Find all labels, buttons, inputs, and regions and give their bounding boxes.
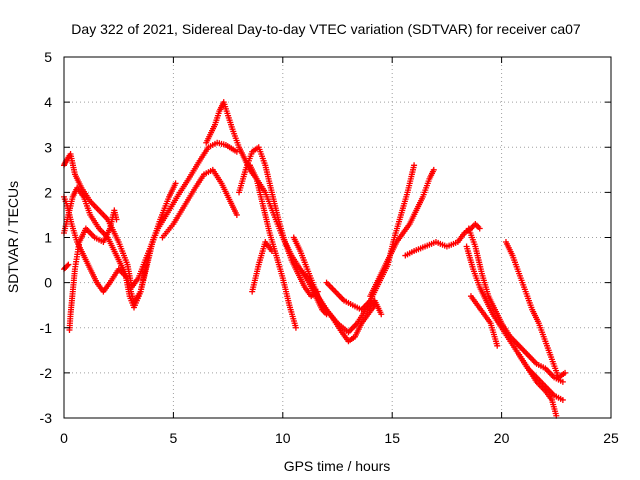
data-point xyxy=(476,225,483,232)
data-point xyxy=(65,261,72,268)
y-tick-label: 5 xyxy=(44,49,52,65)
series-arc-12 xyxy=(297,266,378,345)
series-arc-14 xyxy=(367,166,437,300)
series-arc-20 xyxy=(516,351,560,419)
axis-ticks xyxy=(63,56,612,419)
y-tick-label: 1 xyxy=(44,230,52,246)
y-tick-label: 3 xyxy=(44,139,52,155)
y-tick-label: 4 xyxy=(44,94,52,110)
series-arc-10 xyxy=(249,239,275,295)
chart-title: Day 322 of 2021, Sidereal Day-to-day VTE… xyxy=(71,21,581,37)
data-point xyxy=(292,324,299,331)
y-tick-labels: -3 -2 -1 0 1 2 3 4 5 xyxy=(40,49,53,426)
series-arc-18 xyxy=(467,293,501,349)
series-arc-8 xyxy=(236,144,321,300)
data-point xyxy=(411,162,418,169)
data-point xyxy=(64,262,71,269)
data-point xyxy=(430,166,437,173)
y-axis-label: SDTVAR / TECUs xyxy=(5,181,21,293)
x-tick-label: 15 xyxy=(384,430,400,446)
x-tick-label: 25 xyxy=(603,430,619,446)
data-marks xyxy=(61,99,569,419)
grid-lines xyxy=(64,57,611,418)
x-tick-label: 20 xyxy=(494,430,510,446)
series-arc-6 xyxy=(159,166,240,241)
x-tick-label: 5 xyxy=(170,430,178,446)
data-point xyxy=(113,216,120,223)
series-arc-19 xyxy=(502,239,569,381)
x-tick-label: 0 xyxy=(60,430,68,446)
series-arc-17 xyxy=(463,243,566,403)
series-arc-9 xyxy=(246,162,299,331)
y-tick-label: -2 xyxy=(40,365,53,381)
series-arc-3 xyxy=(61,193,157,306)
data-point xyxy=(172,180,179,187)
y-tick-label: -3 xyxy=(40,410,53,426)
y-tick-label: 2 xyxy=(44,184,52,200)
x-axis-label: GPS time / hours xyxy=(284,458,391,474)
x-tick-label: 10 xyxy=(275,430,291,446)
data-point xyxy=(378,311,385,318)
series-arc-4 xyxy=(61,261,72,273)
data-point xyxy=(559,378,566,385)
data-point xyxy=(233,211,240,218)
data-point xyxy=(371,302,378,309)
data-point xyxy=(150,234,157,241)
y-tick-label: 0 xyxy=(44,275,52,291)
data-point xyxy=(494,342,501,349)
data-point xyxy=(562,369,569,376)
y-tick-label: -1 xyxy=(40,320,53,336)
x-tick-labels: 0 5 10 15 20 25 xyxy=(60,430,619,446)
data-point xyxy=(268,248,275,255)
data-point xyxy=(559,396,566,403)
